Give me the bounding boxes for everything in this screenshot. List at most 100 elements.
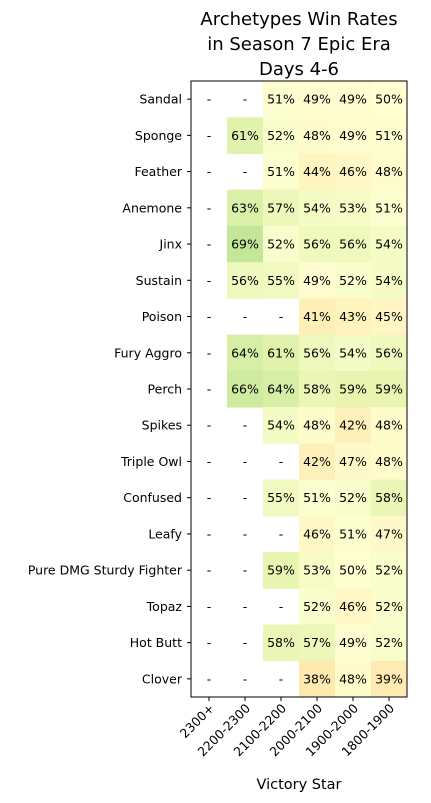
cell-value-label: 43% <box>339 309 367 324</box>
heatmap-cell <box>335 298 372 336</box>
heatmap-cell <box>299 624 336 662</box>
cell-value-label: - <box>243 635 248 650</box>
cell-value-label: 52% <box>267 128 295 143</box>
cell-value-label: 56% <box>303 345 331 360</box>
heatmap-cell <box>263 117 300 154</box>
cell-value-label: 45% <box>375 309 403 324</box>
y-tick-label: Hot Butt <box>130 635 182 650</box>
heatmap-cell <box>263 262 300 299</box>
cell-value-label: 52% <box>375 563 403 578</box>
cell-value-label: 51% <box>375 200 403 215</box>
cell-value-label: 53% <box>339 200 367 215</box>
heatmap-cell <box>227 225 264 263</box>
cell-value-label: 48% <box>303 418 331 433</box>
plot-frame <box>190 80 408 698</box>
heatmap-cell <box>371 262 408 299</box>
y-tick-label: Feather <box>134 164 182 179</box>
cell-value-label: 52% <box>339 273 367 288</box>
cell-value-label: 49% <box>303 92 331 107</box>
heatmap-cell <box>227 189 264 227</box>
cell-value-label: - <box>207 128 212 143</box>
heatmap-cell <box>335 407 372 444</box>
heatmap-cell <box>335 479 372 517</box>
y-tick-label: Spikes <box>142 418 182 433</box>
cell-value-label: 48% <box>375 454 403 469</box>
title-line-2: in Season 7 Epic Era <box>207 34 391 55</box>
cell-value-label: 41% <box>303 309 331 324</box>
heatmap-cell <box>299 262 336 299</box>
heatmap-cell <box>335 117 372 154</box>
heatmap-cell <box>263 189 300 227</box>
cell-value-label: 55% <box>267 273 295 288</box>
y-tick-label: Triple Owl <box>120 454 182 469</box>
heatmap-cell <box>299 153 336 191</box>
cell-value-label: 48% <box>375 164 403 179</box>
x-axis-title: Victory Star <box>256 777 341 793</box>
heatmap-cell <box>299 515 336 553</box>
cell-value-label: 58% <box>303 381 331 396</box>
cell-value-label: - <box>207 309 212 324</box>
cell-value-label: 48% <box>375 418 403 433</box>
cell-value-label: 49% <box>339 635 367 650</box>
cell-value-label: 52% <box>303 599 331 614</box>
heatmap-cell <box>227 334 264 372</box>
cell-value-label: 58% <box>267 635 295 650</box>
heatmap-cell <box>371 479 408 517</box>
y-tick-labels: Sandal Sponge Feather Anemone Jinx Sustain Poi… <box>28 92 191 686</box>
cell-value-label: - <box>207 92 212 107</box>
heatmap-cell <box>263 370 300 408</box>
cell-value-label: 49% <box>339 92 367 107</box>
cell-value-label: 48% <box>339 671 367 686</box>
cell-value-label: 61% <box>267 345 295 360</box>
heatmap-cell <box>227 262 264 299</box>
cell-value-label: - <box>207 671 212 686</box>
heatmap-cell <box>371 117 408 154</box>
heatmap-cell <box>335 189 372 227</box>
heatmap-cell <box>371 225 408 263</box>
cell-value-label: 54% <box>339 345 367 360</box>
cell-value-label: 52% <box>375 599 403 614</box>
heatmap-cell <box>371 298 408 336</box>
cell-value-label: 59% <box>375 381 403 396</box>
heatmap-cell <box>371 153 408 191</box>
heatmap-cell <box>335 660 372 698</box>
cell-value-label: - <box>243 164 248 179</box>
cell-value-label: 54% <box>267 418 295 433</box>
heatmap-cell <box>371 443 408 481</box>
cell-value-label: - <box>279 671 284 686</box>
heatmap-cell <box>371 189 408 227</box>
cell-value-label: - <box>243 563 248 578</box>
cell-value-label: 44% <box>303 164 331 179</box>
cell-value-label: 51% <box>339 526 367 541</box>
cell-value-label: 46% <box>339 599 367 614</box>
y-tick-label: Fury Aggro <box>114 345 182 360</box>
cell-value-label: 38% <box>303 671 331 686</box>
x-tick-labels: 2300+2200-23002100-22002000-21001900-200… <box>177 696 397 759</box>
cell-value-label: 48% <box>303 128 331 143</box>
heatmap-cell <box>299 189 336 227</box>
cell-value-label: 51% <box>375 128 403 143</box>
cell-value-label: - <box>243 309 248 324</box>
cell-value-label: 51% <box>267 164 295 179</box>
heatmap-cell <box>371 552 408 589</box>
cell-value-label: - <box>279 599 284 614</box>
cell-value-label: - <box>243 599 248 614</box>
heatmap-cell <box>371 81 408 118</box>
title-line-3: Days 4-6 <box>259 59 339 80</box>
heatmap-cell <box>263 81 300 118</box>
heatmap-cell <box>335 334 372 372</box>
cell-value-label: 42% <box>339 418 367 433</box>
cell-value-label: - <box>243 671 248 686</box>
heatmap-cell <box>371 588 408 626</box>
heatmap-cell <box>371 660 408 698</box>
cell-value-label: 55% <box>267 490 295 505</box>
cell-value-label: 47% <box>339 454 367 469</box>
cell-value-label: 49% <box>339 128 367 143</box>
heatmap-cell <box>299 479 336 517</box>
cell-value-label: 53% <box>303 563 331 578</box>
cell-value-label: 56% <box>375 345 403 360</box>
cell-value-label: 56% <box>231 273 259 288</box>
y-tick-label: Sponge <box>135 128 182 143</box>
cell-value-label: 50% <box>339 563 367 578</box>
